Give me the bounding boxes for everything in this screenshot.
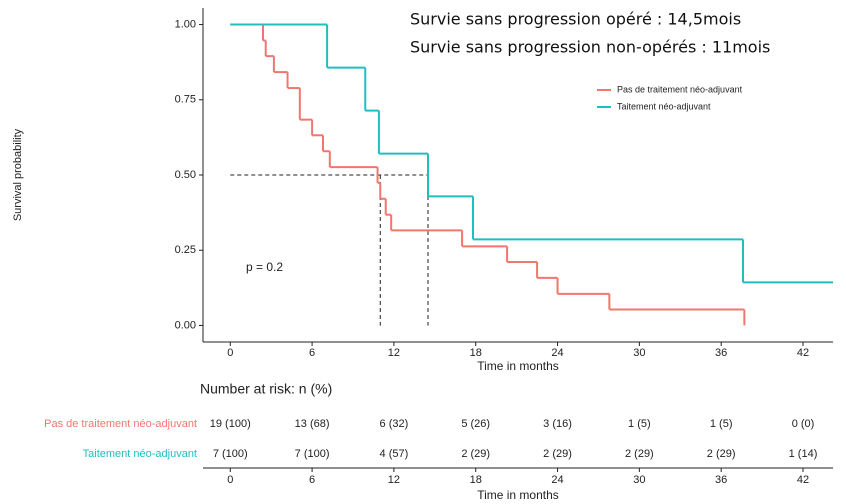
x-tick-label: 30	[633, 347, 645, 359]
risk-cell: 1 (5)	[710, 418, 733, 430]
risk-cell: 2 (29)	[543, 448, 572, 460]
x-tick-label: 24	[551, 474, 563, 486]
x-tick-label: 0	[227, 347, 233, 359]
risk-cell: 7 (100)	[213, 448, 248, 460]
x-tick-label: 36	[715, 347, 727, 359]
risk-cell: 0 (0)	[792, 418, 815, 430]
x-tick-label: 36	[715, 474, 727, 486]
x-tick-label: 12	[388, 347, 400, 359]
risk-cell: 6 (32)	[380, 418, 409, 430]
x-tick-label: 42	[797, 474, 809, 486]
x-tick-label: 30	[633, 474, 645, 486]
risk-cell: 1 (14)	[789, 448, 818, 460]
y-tick-label: 1.00	[175, 18, 196, 30]
risk-cell: 5 (26)	[461, 418, 490, 430]
x-tick-label: 42	[797, 347, 809, 359]
x-tick-label: 6	[309, 474, 315, 486]
risk-row-label: Taitement néo-adjuvant	[83, 448, 197, 460]
x-tick-label: 18	[470, 347, 482, 359]
y-axis-label: Survival probability	[12, 128, 24, 221]
x-axis-label: Time in months	[477, 488, 559, 502]
annotation: Survie sans progression opéré : 14,5mois	[410, 10, 741, 29]
risk-cell: 3 (16)	[543, 418, 572, 430]
x-tick-label: 12	[388, 474, 400, 486]
legend-label: Taitement néo-adjuvant	[617, 101, 711, 111]
annotation: Survie sans progression non-opérés : 11m…	[410, 38, 770, 57]
y-tick-label: 0.50	[175, 169, 196, 181]
risk-cell: 4 (57)	[380, 448, 409, 460]
risk-cell: 2 (29)	[461, 448, 490, 460]
y-tick-label: 0.75	[175, 94, 196, 106]
y-tick-label: 0.00	[175, 319, 196, 331]
x-tick-label: 24	[551, 347, 563, 359]
x-axis-label: Time in months	[477, 359, 559, 373]
risk-table-title: Number at risk: n (%)	[200, 381, 332, 397]
risk-cell: 1 (5)	[628, 418, 651, 430]
legend-label: Pas de traitement néo-adjuvant	[617, 84, 743, 94]
risk-cell: 13 (68)	[295, 418, 330, 430]
risk-cell: 7 (100)	[295, 448, 330, 460]
x-tick-label: 6	[309, 347, 315, 359]
p-value: p = 0.2	[246, 260, 283, 274]
y-tick-label: 0.25	[175, 244, 196, 256]
risk-cell: 2 (29)	[707, 448, 736, 460]
x-tick-label: 0	[227, 474, 233, 486]
risk-cell: 19 (100)	[210, 418, 251, 430]
risk-row-label: Pas de traitement néo-adjuvant	[44, 418, 197, 430]
x-tick-label: 18	[470, 474, 482, 486]
risk-cell: 2 (29)	[625, 448, 654, 460]
